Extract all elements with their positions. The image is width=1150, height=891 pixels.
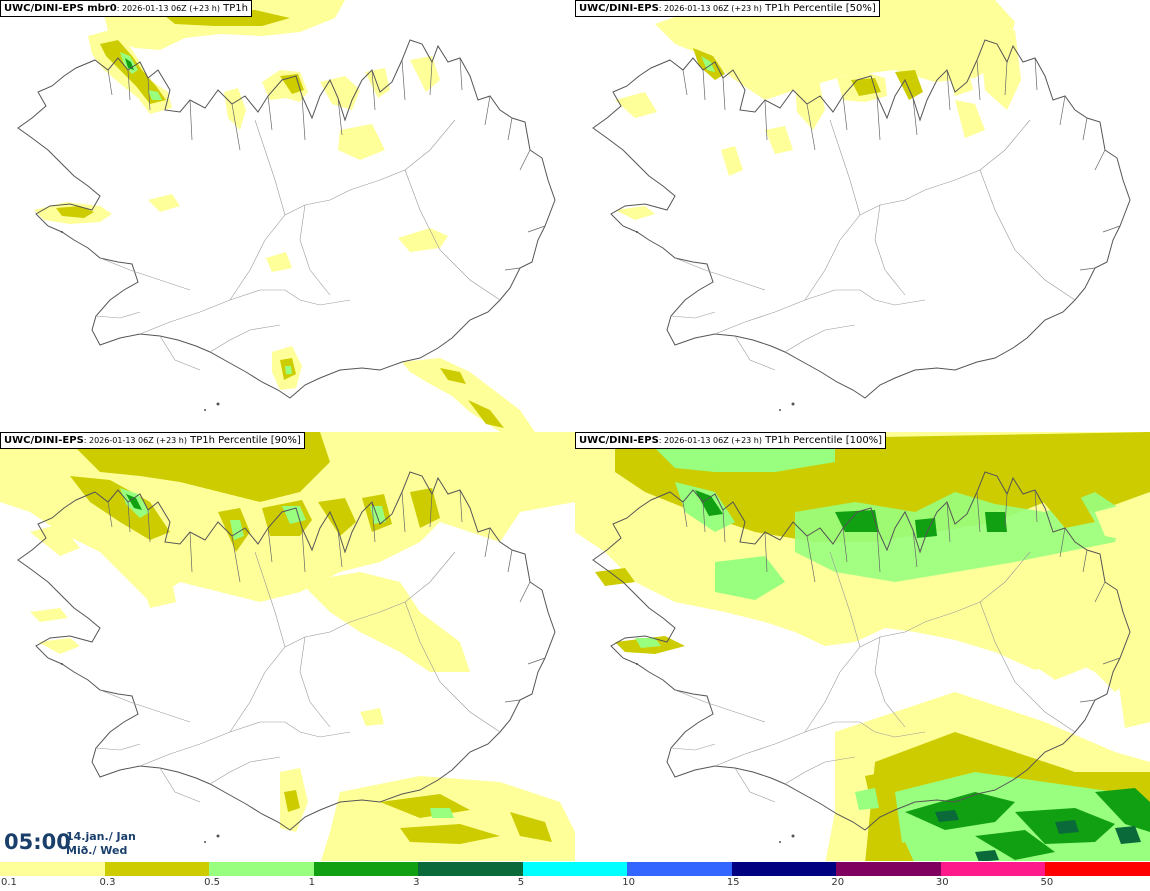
panel-param: TP1h Percentile [100%] <box>761 435 883 446</box>
legend-swatch <box>627 862 732 876</box>
legend-label: 20 <box>831 877 845 888</box>
map-panel-p100: UWC/DINI-EPS: 2026-01-13 06Z (+23 h) TP1… <box>575 432 1150 861</box>
legend-swatch <box>731 862 837 876</box>
panel-run: : 2026-01-13 06Z (+23 h) <box>116 4 220 13</box>
precip-map-p50 <box>592 0 1131 412</box>
legend-swatch <box>1045 862 1150 876</box>
panel-param: TP1h Percentile [50%] <box>761 3 876 14</box>
panel-param: TP1h <box>219 3 248 14</box>
legend-swatch <box>418 862 523 876</box>
panel-model: UWC/DINI-EPS <box>579 435 659 446</box>
panel-title: UWC/DINI-EPS: 2026-01-13 06Z (+23 h) TP1… <box>0 432 305 449</box>
panel-model: UWC/DINI-EPS <box>4 435 84 446</box>
panel-model: UWC/DINI-EPS mbr0 <box>4 3 117 14</box>
legend-swatch <box>836 862 941 876</box>
valid-date-line: 14.jan./ Jan <box>66 830 136 843</box>
legend-label: 30 <box>935 877 949 888</box>
map-panel-p90: UWC/DINI-EPS: 2026-01-13 06Z (+23 h) TP1… <box>0 432 575 861</box>
legend-label: 15 <box>726 877 740 888</box>
panel-run: : 2026-01-13 06Z (+23 h) <box>658 436 762 445</box>
map-panel-p50: UWC/DINI-EPS: 2026-01-13 06Z (+23 h) TP1… <box>575 0 1150 432</box>
panel-title: UWC/DINI-EPS mbr0: 2026-01-13 06Z (+23 h… <box>0 0 252 17</box>
valid-date: 14.jan./ Jan Mið./ Wed <box>66 830 136 858</box>
valid-time-box: 05:00 14.jan./ Jan Mið./ Wed <box>0 826 136 862</box>
panel-title: UWC/DINI-EPS: 2026-01-13 06Z (+23 h) TP1… <box>575 0 880 17</box>
legend-label: 0.1 <box>1 877 17 888</box>
legend-swatch <box>313 862 419 876</box>
panel-run: : 2026-01-13 06Z (+23 h) <box>83 436 187 445</box>
legend-label: 0.3 <box>99 877 116 888</box>
valid-day-line: Mið./ Wed <box>66 844 128 857</box>
legend-label: 50 <box>1040 877 1054 888</box>
precip-map-p100 <box>575 432 1150 861</box>
panel-model: UWC/DINI-EPS <box>579 3 659 14</box>
legend-swatch <box>522 862 628 876</box>
legend-swatch <box>104 862 210 876</box>
panel-title: UWC/DINI-EPS: 2026-01-13 06Z (+23 h) TP1… <box>575 432 887 449</box>
panel-run: : 2026-01-13 06Z (+23 h) <box>658 4 762 13</box>
legend-label: 1 <box>308 877 315 888</box>
legend-label: 0.5 <box>204 877 220 888</box>
panel-param: TP1h Percentile [90%] <box>186 435 301 446</box>
color-scale-legend <box>0 862 1150 876</box>
legend-swatch <box>940 862 1046 876</box>
legend-swatch <box>0 862 105 876</box>
legend-swatch <box>209 862 314 876</box>
legend-label: 5 <box>517 877 525 888</box>
map-panel-mbr0: UWC/DINI-EPS mbr0: 2026-01-13 06Z (+23 h… <box>0 0 575 432</box>
precip-map-mbr0 <box>17 0 556 432</box>
legend-label: 10 <box>622 877 635 888</box>
valid-time: 05:00 <box>4 830 71 854</box>
precip-map-p90 <box>0 432 575 861</box>
legend-label: 3 <box>413 877 420 888</box>
color-scale-labels: 0.1 0.3 0.5 1 3 5 10 15 20 30 50 <box>0 877 1150 891</box>
